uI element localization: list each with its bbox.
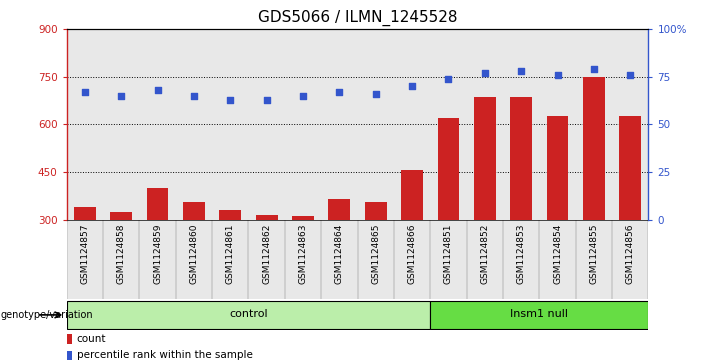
Bar (67, 301, 430, 329)
Bar (74, 207, 95, 220)
Text: GSM1124861: GSM1124861 (226, 224, 235, 284)
Point (189, 93, 200, 99)
Text: GSM1124860: GSM1124860 (189, 224, 198, 284)
Bar (365, 202, 387, 220)
Bar (576, 220, 612, 299)
Bar (430, 301, 648, 329)
Text: GSM1124853: GSM1124853 (517, 224, 526, 284)
Bar (394, 220, 430, 299)
Bar (292, 216, 314, 220)
Bar (67, 351, 72, 360)
Bar (67, 220, 103, 299)
Text: GSM1124858: GSM1124858 (116, 224, 125, 284)
Text: GSM1124852: GSM1124852 (480, 224, 489, 284)
Bar (612, 220, 648, 299)
Text: genotype/variation: genotype/variation (1, 310, 93, 320)
Text: GSM1124866: GSM1124866 (407, 224, 416, 284)
Point (79, 89, 90, 95)
Bar (358, 220, 394, 299)
Bar (430, 29, 467, 220)
Bar (176, 29, 212, 220)
Point (625, 72, 636, 78)
Point (334, 89, 345, 95)
Text: GSM1124855: GSM1124855 (590, 224, 599, 284)
Bar (67, 29, 103, 220)
Bar (539, 29, 576, 220)
Text: GSM1124859: GSM1124859 (153, 224, 162, 284)
Point (515, 68, 526, 74)
Bar (321, 29, 358, 220)
Bar (212, 220, 248, 299)
Text: Insm1 null: Insm1 null (510, 309, 569, 319)
Bar (467, 29, 503, 220)
Point (407, 83, 418, 89)
Bar (183, 202, 205, 220)
Text: GSM1124865: GSM1124865 (372, 224, 380, 284)
Text: GSM1124851: GSM1124851 (444, 224, 453, 284)
Text: GSM1124863: GSM1124863 (299, 224, 308, 284)
Bar (612, 29, 648, 220)
Bar (147, 188, 168, 220)
Bar (285, 220, 321, 299)
Text: GSM1124862: GSM1124862 (262, 224, 271, 284)
Bar (139, 29, 176, 220)
Bar (67, 334, 72, 344)
Bar (139, 220, 176, 299)
Bar (248, 29, 285, 220)
Bar (358, 29, 394, 220)
Text: GSM1124854: GSM1124854 (553, 224, 562, 284)
Point (116, 93, 127, 99)
Bar (103, 29, 139, 220)
Text: count: count (77, 334, 107, 344)
Bar (285, 29, 321, 220)
Point (370, 91, 381, 97)
Text: percentile rank within the sample: percentile rank within the sample (77, 351, 252, 360)
Point (588, 66, 599, 72)
Bar (103, 220, 139, 299)
Bar (248, 220, 285, 299)
Point (552, 72, 563, 78)
Bar (547, 117, 569, 220)
Point (443, 76, 454, 81)
Bar (467, 220, 503, 299)
Bar (110, 212, 132, 220)
Bar (176, 220, 212, 299)
Bar (437, 118, 459, 220)
Title: GDS5066 / ILMN_1245528: GDS5066 / ILMN_1245528 (258, 10, 457, 26)
Bar (539, 220, 576, 299)
Bar (510, 97, 532, 220)
Bar (503, 29, 539, 220)
Bar (256, 215, 278, 220)
Point (152, 87, 163, 93)
Bar (583, 77, 605, 220)
Text: GSM1124856: GSM1124856 (626, 224, 634, 284)
Text: GSM1124864: GSM1124864 (335, 224, 343, 284)
Bar (321, 220, 358, 299)
Point (261, 97, 272, 102)
Bar (401, 170, 423, 220)
Bar (219, 210, 241, 220)
Bar (503, 220, 539, 299)
Bar (474, 97, 496, 220)
Bar (576, 29, 612, 220)
Point (224, 97, 236, 102)
Bar (430, 220, 467, 299)
Bar (328, 199, 350, 220)
Point (297, 93, 308, 99)
Point (479, 70, 491, 76)
Bar (394, 29, 430, 220)
Text: GSM1124857: GSM1124857 (81, 224, 89, 284)
Bar (212, 29, 248, 220)
Bar (620, 117, 641, 220)
Text: control: control (229, 309, 268, 319)
